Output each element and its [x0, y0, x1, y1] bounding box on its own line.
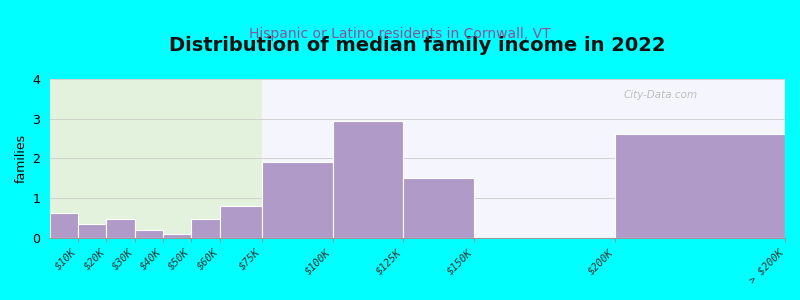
- Text: City-Data.com: City-Data.com: [623, 90, 698, 100]
- Bar: [191, 219, 219, 238]
- Bar: [219, 206, 262, 238]
- Bar: [163, 234, 191, 238]
- Bar: [262, 162, 333, 238]
- Bar: [615, 134, 785, 238]
- Bar: [262, 79, 785, 238]
- Bar: [50, 213, 78, 238]
- Bar: [106, 219, 134, 238]
- Bar: [333, 121, 403, 238]
- Text: Hispanic or Latino residents in Cornwall, VT: Hispanic or Latino residents in Cornwall…: [249, 27, 551, 41]
- Bar: [78, 224, 106, 238]
- Title: Distribution of median family income in 2022: Distribution of median family income in …: [169, 36, 666, 55]
- Bar: [403, 178, 474, 238]
- Bar: [50, 79, 262, 238]
- Y-axis label: families: families: [15, 134, 28, 183]
- Bar: [134, 230, 163, 238]
